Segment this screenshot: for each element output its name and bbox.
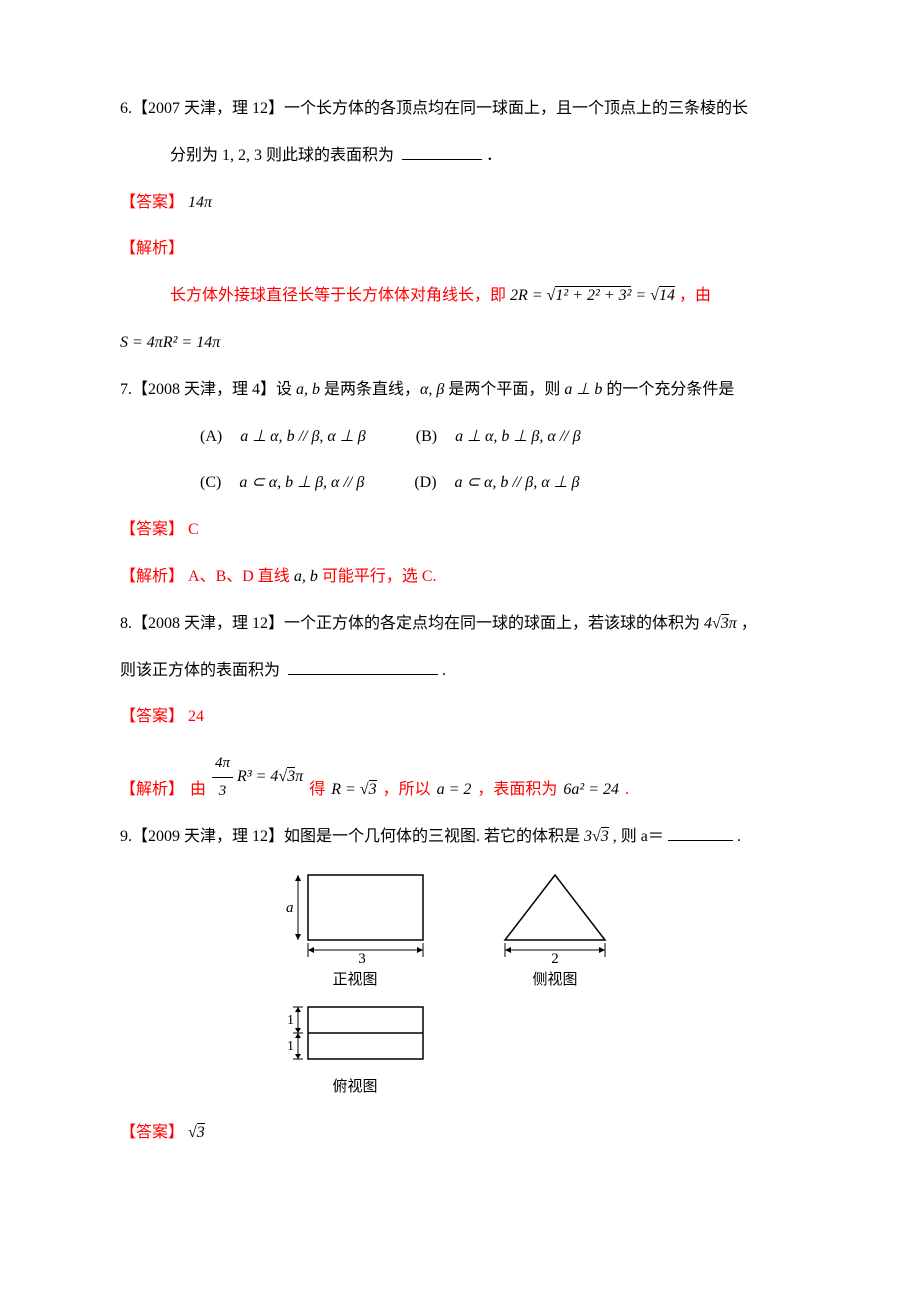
- q7-analysis-line: 【解析】 A、B、D 直线 a, b 可能平行，选 C.: [120, 563, 800, 592]
- q6-period: ．: [486, 147, 502, 164]
- q7-d-label: (D): [414, 474, 436, 491]
- q9-figures: a 3 正视图 2 侧视图: [120, 870, 800, 1101]
- q7-title-line: 7.【2008 天津，理 4】设 a, b 是两条直线，α, β 是两个平面，则…: [120, 376, 800, 405]
- q6-title1: 6.【2007 天津，理 12】一个长方体的各顶点均在同一球面上，且一个顶点上的…: [120, 100, 748, 117]
- q8-analysis-label: 【解析】: [120, 776, 184, 805]
- q7-choice-a: (A) a ⊥ α, b // β, α ⊥ β: [200, 423, 366, 452]
- q6-blank: [402, 144, 482, 160]
- q8-title-a: 8.【2008 天津，理 12】一个正方体的各定点均在同一球的球面上，若该球的体…: [120, 615, 704, 632]
- q6-title2: 分别为 1, 2, 3 则此球的表面积为: [170, 147, 394, 164]
- q9-top-1b: 1: [287, 1039, 294, 1054]
- q9-title-b: , 则 a＝: [609, 828, 664, 845]
- q6-answer-line: 【答案】 14π: [120, 189, 800, 218]
- q6-an-l1a: 长方体外接球直径长等于长方体体对角线长，即: [170, 287, 510, 304]
- q9-title-a: 9.【2009 天津，理 12】如图是一个几何体的三视图. 若它的体积是: [120, 828, 584, 845]
- q7-choice-b: (B) a ⊥ α, b ⊥ β, α // β: [416, 423, 581, 452]
- q8-vol: 4√3π: [704, 614, 737, 632]
- q7-title-b: 是两条直线，: [320, 381, 420, 398]
- q7-title-c: 是两个平面，则: [444, 381, 564, 398]
- q7-answer: C: [188, 521, 199, 538]
- q8-title-b: ，: [737, 615, 757, 632]
- q7-an-ab: a, b: [294, 568, 318, 585]
- q6-analysis-line2: S = 4πR² = 14π: [120, 329, 800, 358]
- q7-title-a: 7.【2008 天津，理 4】设: [120, 381, 296, 398]
- q9-fig-row2: 1 1 俯视图: [280, 1002, 800, 1101]
- q9-title-line: 9.【2009 天津，理 12】如图是一个几何体的三视图. 若它的体积是 3√3…: [120, 823, 800, 852]
- q7-an-a: A、B、D 直线: [188, 568, 294, 585]
- q7-b-text: a ⊥ α, b ⊥ β, α // β: [455, 428, 581, 445]
- q8-an-eq2: R = √3: [331, 776, 376, 805]
- q9-fig-row1: a 3 正视图 2 侧视图: [280, 870, 800, 994]
- q7-analysis-label: 【解析】: [120, 568, 184, 585]
- q9-top-block: 1 1 俯视图: [280, 1002, 430, 1101]
- q8-an-b: 得: [309, 776, 325, 805]
- q9-vol: 3√3: [584, 827, 609, 845]
- q9-top-1a: 1: [287, 1013, 294, 1028]
- q9-answer: √3: [188, 1123, 205, 1141]
- q8-answer-line: 【答案】 24: [120, 703, 800, 732]
- q8-an-d: ，表面积为: [477, 776, 557, 805]
- q7-choice-d: (D) a ⊂ α, b // β, α ⊥ β: [414, 469, 579, 498]
- q7-c-label: (C): [200, 474, 221, 491]
- q6-answer: 14π: [188, 194, 212, 211]
- q7-ab: a, b: [296, 381, 320, 398]
- q8-title-line2: 则该正方体的表面积为 .: [120, 657, 800, 686]
- q8-answer: 24: [188, 708, 204, 725]
- q8-analysis-line: 【解析】 由 4π3 R³ = 4√3π 得 R = √3 ，所以 a = 2 …: [120, 750, 800, 805]
- q8-title-line: 8.【2008 天津，理 12】一个正方体的各定点均在同一球的球面上，若该球的体…: [120, 610, 800, 639]
- q7-a-perp-b: a ⊥ b: [564, 381, 602, 398]
- q7-answer-line: 【答案】 C: [120, 516, 800, 545]
- q8-an-eq3: a = 2: [437, 776, 472, 805]
- q9-side-block: 2 侧视图: [490, 870, 620, 994]
- q8-frac-den: 3: [212, 778, 233, 805]
- q6-analysis-line1: 长方体外接球直径长等于长方体体对角线长，即 2R = √1² + 2² + 3²…: [120, 282, 800, 311]
- q8-eq1-mid: R³ = 4√3π: [237, 763, 303, 792]
- q9-blank-suffix: .: [737, 828, 741, 845]
- q8-an-eq1: 4π3 R³ = 4√3π: [212, 750, 303, 805]
- q8-an-a: 由: [190, 776, 206, 805]
- q6-an-l1b: ，由: [679, 287, 711, 304]
- q9-front-block: a 3 正视图: [280, 870, 430, 994]
- q7-alphabeta: α, β: [420, 381, 444, 398]
- q9-front-label: 正视图: [280, 967, 430, 994]
- q9-front-svg: a 3: [280, 870, 430, 965]
- q8-an-c: ，所以: [383, 776, 431, 805]
- q8-an-eq4: 6a² = 24: [563, 776, 619, 805]
- q6-analysis-label-line: 【解析】: [120, 235, 800, 264]
- q6-answer-label: 【答案】: [120, 194, 184, 211]
- q8-an-e: .: [625, 776, 629, 805]
- q9-top-svg: 1 1: [280, 1002, 430, 1072]
- q8-period: .: [442, 662, 446, 679]
- q6-title-line2: 分别为 1, 2, 3 则此球的表面积为 ．: [120, 142, 800, 171]
- q6-eq2: S = 4πR² = 14π: [120, 334, 220, 351]
- q7-b-label: (B): [416, 428, 437, 445]
- q7-a-label: (A): [200, 428, 222, 445]
- q9-side-label: 侧视图: [490, 967, 620, 994]
- q8-title2: 则该正方体的表面积为: [120, 662, 280, 679]
- q9-answer-line: 【答案】 √3: [120, 1119, 800, 1148]
- q7-choice-row2: (C) a ⊂ α, b ⊥ β, α // β (D) a ⊂ α, b // β…: [120, 469, 800, 498]
- q7-a-text: a ⊥ α, b // β, α ⊥ β: [240, 428, 366, 445]
- q9-side-2: 2: [551, 951, 559, 965]
- q8-frac-num: 4π: [212, 750, 233, 778]
- q6-analysis-label: 【解析】: [120, 240, 184, 257]
- q9-front-3: 3: [358, 951, 366, 965]
- q7-choice-row1: (A) a ⊥ α, b // β, α ⊥ β (B) a ⊥ α, b ⊥ β,…: [120, 423, 800, 452]
- q9-top-label: 俯视图: [280, 1074, 430, 1101]
- q8-blank: [288, 659, 438, 675]
- q6-eq1: 2R = √1² + 2² + 3² = √14: [510, 287, 675, 304]
- q9-answer-label: 【答案】: [120, 1124, 184, 1141]
- q7-an-b: 可能平行，选 C.: [318, 568, 437, 585]
- q7-d-text: a ⊂ α, b // β, α ⊥ β: [455, 474, 580, 491]
- q7-answer-label: 【答案】: [120, 521, 184, 538]
- q9-front-a: a: [286, 900, 294, 916]
- q9-blank: [668, 825, 733, 841]
- q7-choice-c: (C) a ⊂ α, b ⊥ β, α // β: [200, 469, 364, 498]
- q9-side-svg: 2: [490, 870, 620, 965]
- q7-title-d: 的一个充分条件是: [602, 381, 734, 398]
- q8-answer-label: 【答案】: [120, 708, 184, 725]
- q7-c-text: a ⊂ α, b ⊥ β, α // β: [239, 474, 364, 491]
- q6-title-line1: 6.【2007 天津，理 12】一个长方体的各顶点均在同一球面上，且一个顶点上的…: [120, 95, 800, 124]
